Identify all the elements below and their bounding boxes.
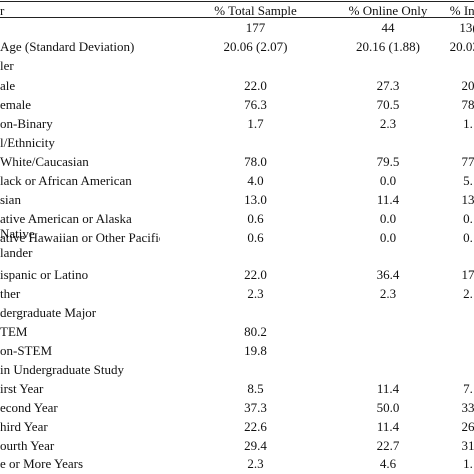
row-label: on-STEM: [0, 343, 52, 358]
row-label: emale: [0, 97, 32, 112]
cell-online-only: 44: [381, 20, 395, 35]
row-label: in Undergraduate Study: [0, 362, 124, 377]
row-label: hird Year: [0, 419, 48, 434]
row-label: TEM: [0, 324, 28, 339]
cell-total-sample: 0.6: [247, 211, 264, 226]
cell-in-person: 1.: [463, 456, 473, 471]
cell-online-only: 4.6: [379, 456, 397, 471]
cell-in-person: 17: [461, 267, 474, 282]
cell-online-only: 11.4: [376, 381, 400, 396]
row-label: econd Year: [0, 400, 58, 415]
cell-online-only: 79.5: [376, 154, 400, 169]
cell-in-person: 2.: [463, 286, 473, 301]
cell-total-sample: 13.0: [244, 192, 267, 207]
cell-online-only: 70.5: [376, 97, 400, 112]
cell-in-person: 33: [461, 400, 474, 415]
row-label: irst Year: [0, 381, 44, 396]
header-online-only: % Online Only: [348, 3, 428, 18]
row-label: l/Ethnicity: [0, 135, 55, 150]
row-label: sian: [0, 192, 21, 207]
cell-in-person: 26: [461, 419, 474, 434]
cell-total-sample: 177: [245, 20, 266, 35]
cell-total-sample: 78.0: [244, 154, 267, 169]
cell-in-person: 13(: [459, 20, 474, 35]
table-top-rule: [0, 1, 474, 2]
cell-online-only: 11.4: [376, 419, 400, 434]
cell-total-sample: 8.5: [247, 381, 264, 396]
row-label: ative Hawaiian or Other Pacific lander: [0, 230, 160, 260]
row-label: on-Binary: [0, 116, 53, 131]
cell-in-person: 1.: [463, 116, 473, 131]
cell-in-person: 31: [461, 438, 474, 453]
cell-total-sample: 29.4: [244, 438, 267, 453]
cell-online-only: 20.16 (1.88): [356, 39, 420, 54]
row-label: ler: [0, 58, 14, 73]
header-total-sample: % Total Sample: [214, 3, 297, 18]
cell-total-sample: 20.06 (2.07): [223, 39, 288, 54]
cell-online-only: 0.0: [379, 173, 397, 188]
cell-total-sample: 4.0: [247, 173, 264, 188]
cell-online-only: 36.4: [376, 267, 400, 282]
row-label: ther: [0, 286, 21, 301]
cell-in-person: 7.: [463, 381, 473, 396]
cell-in-person: 78: [461, 97, 474, 112]
cell-total-sample: 19.8: [244, 343, 267, 358]
cell-total-sample: 1.7: [247, 116, 264, 131]
cell-in-person: 20: [461, 78, 474, 93]
cell-in-person: 0.: [463, 230, 473, 245]
cell-online-only: 50.0: [376, 400, 400, 415]
cell-online-only: 2.3: [379, 286, 397, 301]
cell-in-person: 77: [461, 154, 474, 169]
cell-online-only: 27.3: [376, 78, 400, 93]
row-label: dergraduate Major: [0, 305, 97, 320]
cell-in-person: 0.: [463, 211, 473, 226]
cell-in-person: 5.: [463, 173, 473, 188]
table-header-rule: [0, 17, 474, 18]
cell-total-sample: 22.0: [244, 267, 267, 282]
cell-in-person: 20.03 (: [449, 39, 474, 54]
header-in-person: % In-P: [449, 3, 474, 18]
cell-in-person: 13: [461, 192, 474, 207]
row-label: lack or African American: [0, 173, 132, 188]
cell-online-only: 2.3: [379, 116, 397, 131]
row-label: ourth Year: [0, 438, 55, 453]
cell-online-only: 11.4: [376, 192, 400, 207]
row-label: White/Caucasian: [0, 154, 89, 169]
cell-total-sample: 0.6: [247, 230, 264, 245]
cell-total-sample: 76.3: [244, 97, 267, 112]
cell-total-sample: 80.2: [244, 324, 267, 339]
row-label: e or More Years: [0, 456, 84, 471]
row-label: Age (Standard Deviation): [0, 39, 135, 54]
cell-online-only: 22.7: [376, 438, 400, 453]
cell-total-sample: 2.3: [247, 456, 264, 471]
row-label: ale: [0, 78, 16, 93]
cell-total-sample: 2.3: [247, 286, 264, 301]
header-variable: r: [0, 3, 5, 18]
row-label: ispanic or Latino: [0, 267, 89, 282]
row-label: ative American or Alaska Native: [0, 211, 132, 241]
cell-online-only: 0.0: [379, 211, 397, 226]
cell-total-sample: 22.0: [244, 78, 267, 93]
cell-total-sample: 22.6: [244, 419, 267, 434]
cell-total-sample: 37.3: [244, 400, 267, 415]
cell-online-only: 0.0: [379, 230, 397, 245]
